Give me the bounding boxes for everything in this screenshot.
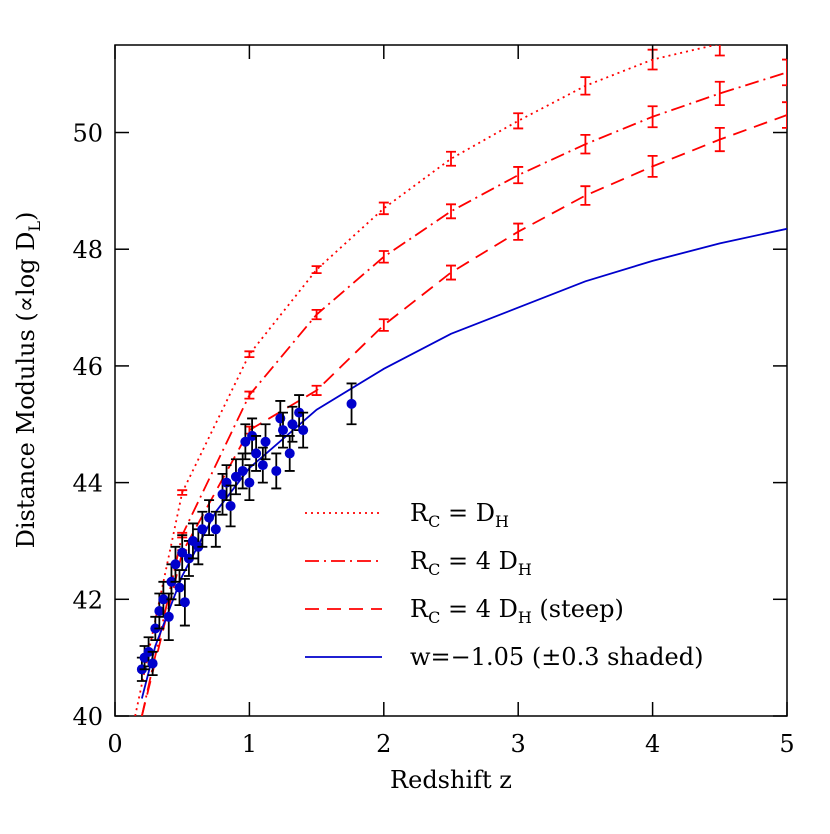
error-bar <box>580 185 591 206</box>
x-axis-label: Redshift z <box>390 766 512 794</box>
data-point <box>158 594 169 605</box>
error-bar <box>714 126 725 153</box>
error-bar <box>647 105 658 129</box>
x-tick-label: 2 <box>376 730 391 758</box>
y-tick-label: 50 <box>72 120 103 148</box>
error-bar <box>513 166 524 185</box>
curve <box>141 227 787 699</box>
legend-label: RC​ = 4 DH​ <box>410 547 532 579</box>
data-point <box>278 425 288 436</box>
error-bar <box>311 384 322 396</box>
error-bar <box>378 318 389 332</box>
x-tick-label: 4 <box>645 730 660 758</box>
data-point <box>284 448 295 459</box>
x-tick-label: 0 <box>107 730 122 758</box>
data-point <box>346 398 357 409</box>
data-point <box>204 512 215 523</box>
error-bar <box>311 265 322 275</box>
legend-label: RC​ = 4 DH​ (steep) <box>410 595 624 627</box>
data-point <box>251 448 262 459</box>
data-point <box>240 436 251 447</box>
legend-label: RC​ = DH​ <box>410 499 509 531</box>
data-point <box>179 597 190 608</box>
curve <box>141 71 787 716</box>
data-point <box>237 465 248 476</box>
data-point <box>287 419 298 430</box>
error-bar <box>446 264 456 281</box>
data-point <box>260 436 271 447</box>
data-point <box>210 524 221 535</box>
error-bar <box>714 45 725 57</box>
data-point <box>225 500 236 511</box>
error-bar <box>378 250 389 264</box>
data-point <box>230 471 241 482</box>
error-bar <box>244 390 255 400</box>
error-bar <box>580 133 591 155</box>
error-bar <box>580 76 591 96</box>
curve <box>134 45 719 716</box>
y-axis-label: Distance Modulus (∝log DL​) <box>12 212 44 549</box>
data-point <box>257 460 268 471</box>
data-point <box>174 582 185 593</box>
data-point <box>170 559 181 570</box>
data-point <box>217 489 228 500</box>
data-point <box>271 465 282 476</box>
y-tick-label: 42 <box>72 586 103 614</box>
data-point <box>163 611 174 622</box>
error-bar <box>378 201 389 216</box>
error-bar <box>782 101 787 129</box>
x-tick-label: 3 <box>511 730 526 758</box>
data-point <box>298 425 309 436</box>
error-bar <box>311 308 322 321</box>
data-point <box>177 547 188 558</box>
data-point <box>154 605 165 616</box>
y-tick-label: 44 <box>72 470 103 498</box>
y-tick-label: 48 <box>72 236 103 264</box>
curve <box>141 114 787 716</box>
plot-area <box>134 10 792 716</box>
error-bar <box>446 150 456 167</box>
y-tick-label: 46 <box>72 353 103 381</box>
data-point <box>197 524 208 535</box>
error-bar <box>244 350 255 359</box>
error-bar <box>513 112 524 130</box>
plot-frame <box>114 44 788 717</box>
error-bar <box>647 154 658 178</box>
y-tick-label: 40 <box>72 703 103 731</box>
error-bar <box>177 489 188 496</box>
x-tick-label: 5 <box>779 730 794 758</box>
x-tick-label: 1 <box>242 730 257 758</box>
error-bar <box>446 203 456 220</box>
error-bar <box>782 58 787 87</box>
data-point <box>244 477 255 488</box>
legend-label: w=−1.05 (±0.3 shaded) <box>410 643 703 671</box>
error-bar <box>513 222 524 241</box>
error-bar <box>714 80 725 106</box>
data-point <box>147 658 158 669</box>
error-bar <box>782 10 792 33</box>
